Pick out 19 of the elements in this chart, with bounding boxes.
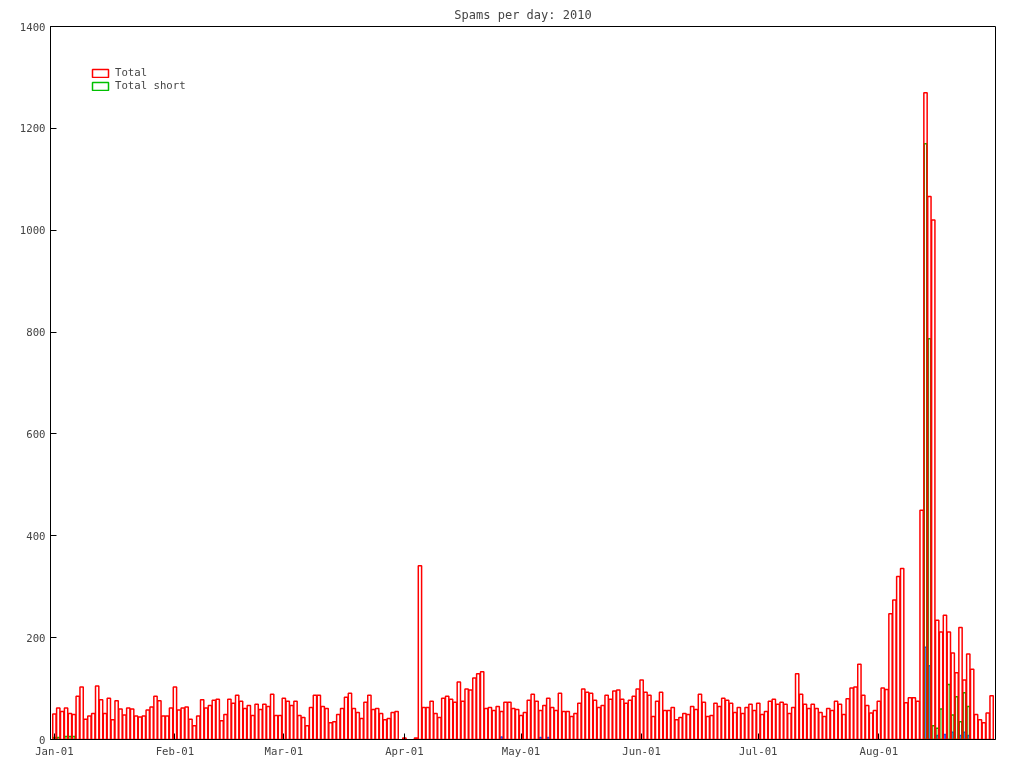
x-tick-label: Feb-01: [155, 744, 195, 758]
x-tick-label: Jan-01: [35, 744, 74, 758]
legend-label: Total: [115, 66, 148, 79]
y-tick-label: 600: [26, 427, 46, 441]
y-tick-label: 200: [26, 631, 46, 645]
y-tick-label: 0: [39, 733, 46, 747]
x-tick-label: Jun-01: [622, 744, 661, 758]
legend-label: Total short: [115, 79, 186, 92]
y-tick-label: 400: [26, 529, 46, 543]
x-tick-label: May-01: [501, 744, 541, 758]
y-tick-label: 1400: [19, 20, 46, 34]
x-tick-label: Aug-01: [859, 744, 899, 758]
x-tick-label: Mar-01: [264, 744, 304, 758]
y-tick-label: 1000: [19, 224, 46, 238]
chart-title: Spams per day: 2010: [454, 7, 592, 22]
x-tick-label: Jul-01: [739, 744, 778, 758]
y-tick-label: 1200: [19, 122, 46, 136]
x-tick-label: Apr-01: [385, 744, 424, 758]
y-tick-label: 800: [26, 326, 46, 340]
